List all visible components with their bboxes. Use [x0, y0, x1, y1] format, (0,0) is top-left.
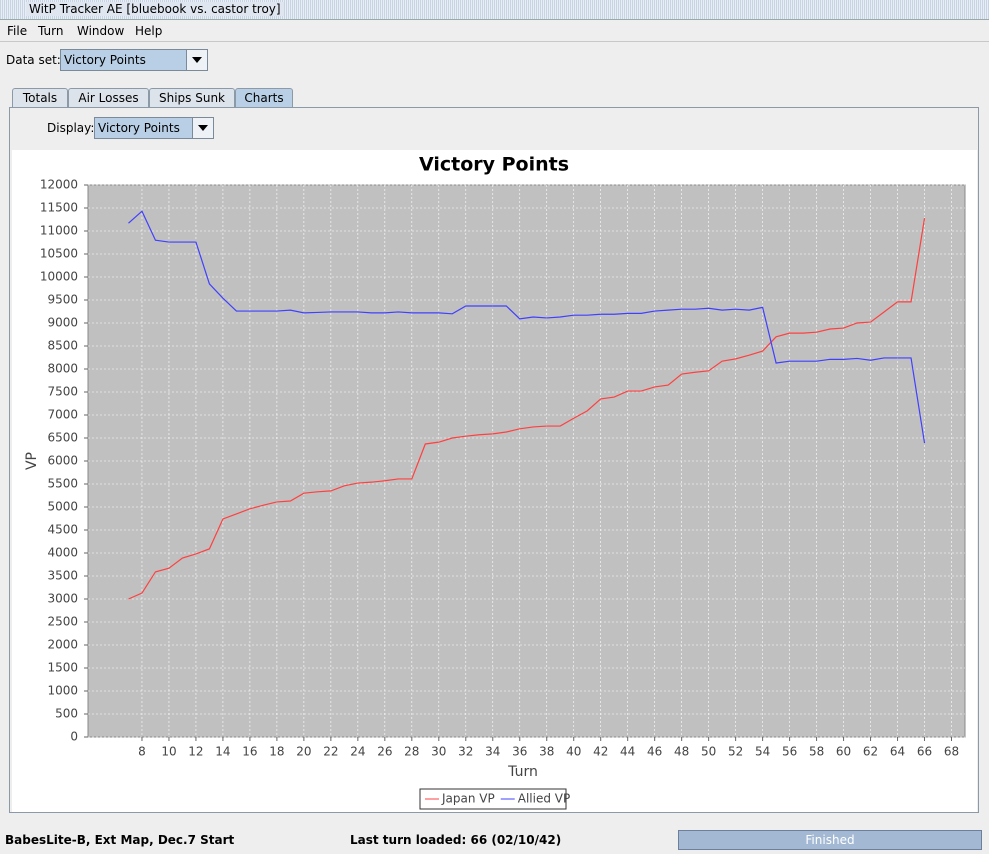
x-tick-label: 12	[188, 745, 203, 759]
x-tick-label: 54	[755, 745, 770, 759]
y-tick-label: 6500	[47, 431, 78, 445]
display-value: Victory Points	[98, 121, 180, 135]
y-tick-label: 7500	[47, 385, 78, 399]
x-tick-label: 24	[350, 745, 365, 759]
x-tick-label: 64	[890, 745, 905, 759]
menu-item[interactable]: Help	[135, 24, 163, 38]
x-tick-label: 10	[161, 745, 176, 759]
x-tick-label: 28	[404, 745, 419, 759]
window-title: WitP Tracker AE [bluebook vs. castor tro…	[26, 2, 284, 16]
y-tick-label: 6000	[47, 454, 78, 468]
x-tick-label: 34	[485, 745, 500, 759]
x-tick-label: 32	[458, 745, 473, 759]
legend-label: Allied VP	[518, 792, 570, 806]
x-tick-label: 48	[674, 745, 689, 759]
chart-title: Victory Points	[419, 154, 569, 176]
y-tick-label: 11000	[40, 224, 78, 238]
series-line	[128, 210, 926, 444]
x-tick-label: 52	[728, 745, 743, 759]
x-tick-label: 20	[296, 745, 311, 759]
tab-panel	[9, 107, 979, 813]
y-tick-label: 1500	[47, 661, 78, 675]
y-tick-label: 9500	[47, 293, 78, 307]
y-tick-label: 5500	[47, 477, 78, 491]
y-tick-label: 7000	[47, 408, 78, 422]
x-tick-label: 26	[377, 745, 392, 759]
menu-item[interactable]: Turn	[38, 24, 64, 38]
y-tick-label: 3000	[47, 592, 78, 606]
x-tick-label: 36	[512, 745, 527, 759]
y-tick-label: 3500	[47, 569, 78, 583]
tab-active[interactable]: Charts	[235, 88, 293, 108]
x-tick-label: 66	[917, 745, 932, 759]
tab[interactable]: Air Losses	[68, 88, 149, 108]
x-axis-label: Turn	[507, 764, 538, 780]
y-axis-label: VP	[24, 452, 40, 470]
y-tick-label: 2500	[47, 615, 78, 629]
y-tick-label: 8500	[47, 339, 78, 353]
progress-bar: Finished	[678, 830, 982, 850]
x-tick-label: 44	[620, 745, 635, 759]
title-bar: WitP Tracker AE [bluebook vs. castor tro…	[0, 0, 989, 20]
y-tick-label: 4000	[47, 546, 78, 560]
x-tick-label: 8	[138, 745, 146, 759]
display-combo[interactable]: Victory Points	[94, 117, 214, 139]
x-tick-label: 46	[647, 745, 662, 759]
y-tick-label: 10000	[40, 270, 78, 284]
separator	[0, 41, 989, 42]
y-tick-label: 500	[55, 707, 78, 721]
y-tick-label: 2000	[47, 638, 78, 652]
x-tick-label: 58	[809, 745, 824, 759]
status-left: BabesLite-B, Ext Map, Dec.7 Start	[5, 833, 235, 847]
y-tick-label: 9000	[47, 316, 78, 330]
y-tick-label: 10500	[40, 247, 78, 261]
plot-area	[87, 184, 966, 738]
x-tick-label: 30	[431, 745, 446, 759]
x-tick-label: 18	[269, 745, 284, 759]
x-tick-label: 42	[593, 745, 608, 759]
x-tick-label: 22	[323, 745, 338, 759]
legend-label: Japan VP	[441, 792, 495, 806]
chart: Victory Points Turn VP 0 500 1000 1500 2000 2…	[12, 150, 977, 812]
x-tick-label: 68	[944, 745, 959, 759]
dataset-value: Victory Points	[64, 53, 146, 67]
tab[interactable]: Totals	[12, 88, 68, 108]
x-tick-label: 40	[566, 745, 581, 759]
x-tick-label: 62	[863, 745, 878, 759]
x-tick-label: 60	[836, 745, 851, 759]
y-tick-label: 11500	[40, 201, 78, 215]
x-tick-label: 38	[539, 745, 554, 759]
x-tick-label: 14	[215, 745, 230, 759]
x-tick-label: 50	[701, 745, 716, 759]
x-tick-label: 56	[782, 745, 797, 759]
y-tick-label: 0	[70, 730, 78, 744]
y-tick-label: 12000	[40, 178, 78, 192]
menu-item[interactable]: Window	[77, 24, 125, 38]
y-tick-label: 4500	[47, 523, 78, 537]
dataset-combo[interactable]: Victory Points	[60, 49, 208, 71]
y-tick-label: 8000	[47, 362, 78, 376]
y-tick-label: 5000	[47, 500, 78, 514]
status-middle: Last turn loaded: 66 (02/10/42)	[350, 833, 562, 847]
series-line	[128, 218, 926, 600]
display-label: Display:	[47, 121, 95, 135]
legend-box	[419, 788, 567, 810]
x-tick-label: 16	[242, 745, 257, 759]
tab[interactable]: Ships Sunk	[149, 88, 235, 108]
y-tick-label: 1000	[47, 684, 78, 698]
dataset-label: Data set:	[6, 53, 61, 67]
menu-item[interactable]: File	[7, 24, 28, 38]
